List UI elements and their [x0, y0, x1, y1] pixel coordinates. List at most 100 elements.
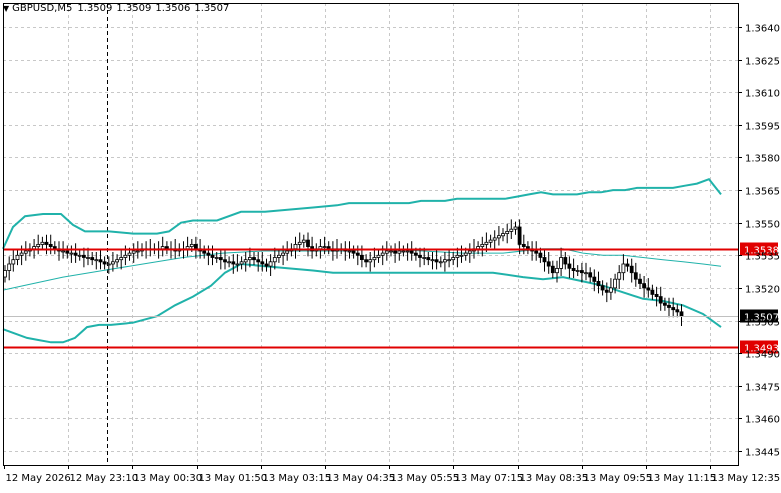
candle [247, 247, 252, 268]
candle [148, 239, 153, 257]
candle-body [617, 272, 622, 280]
candle-body [588, 272, 593, 278]
candle-body [318, 246, 323, 250]
candle-body [393, 250, 398, 254]
candle [613, 273, 617, 294]
candle [426, 252, 431, 266]
candle-body [347, 250, 352, 253]
level-price-label: 1.3538 [744, 246, 779, 257]
candle [44, 234, 49, 255]
y-tick-label: 1.3565 [745, 187, 780, 198]
candle-body [384, 250, 389, 254]
candle-body [401, 250, 406, 253]
candle [633, 262, 638, 287]
candle [218, 249, 223, 270]
candle-body [77, 254, 82, 257]
candle-body [484, 241, 489, 245]
candle [447, 249, 452, 268]
candle [521, 234, 526, 255]
candle-body [90, 257, 95, 261]
candle [434, 249, 439, 270]
candle-body [430, 259, 435, 262]
candle [210, 245, 215, 266]
candle [223, 249, 227, 270]
candle-body [164, 246, 169, 250]
candle-body [372, 257, 377, 261]
candle-body [633, 272, 638, 280]
candle [546, 252, 551, 274]
candle-body [102, 261, 107, 265]
candle [575, 265, 580, 276]
candle-body [625, 263, 630, 267]
candle-body [380, 252, 385, 256]
candle-body [534, 250, 539, 254]
candle-body [301, 239, 306, 243]
candle [588, 267, 593, 283]
candle-body [160, 246, 165, 250]
candle [227, 256, 232, 268]
y-tick-label: 1.3640 [745, 24, 780, 35]
candle-body [663, 302, 667, 306]
candle-body [206, 252, 211, 256]
candle-body [426, 257, 431, 261]
candle [517, 219, 522, 255]
candle-body [675, 309, 680, 313]
candle [326, 241, 331, 255]
x-tick-label: 13 May 07:15 [455, 473, 524, 484]
candle-body [285, 250, 290, 254]
candle-body [231, 261, 236, 265]
candle-body [629, 265, 634, 274]
candle [160, 236, 165, 257]
candle-body [65, 250, 70, 254]
candle-body [98, 259, 103, 263]
candle [94, 252, 99, 270]
candle-body [227, 261, 232, 264]
candle-body [247, 257, 252, 261]
symbol-info-bar: ▼ GBPUSD,M5 1.3509 1.3509 1.3506 1.3507 [3, 3, 233, 14]
candle [343, 241, 348, 261]
candle-body [513, 226, 518, 230]
candle [389, 245, 393, 257]
candle-body [621, 263, 626, 274]
candle [580, 262, 584, 283]
candle [530, 241, 534, 261]
candle-body [210, 254, 215, 258]
candle [264, 258, 269, 272]
bollinger-middle [2, 248, 722, 291]
candle-body [48, 243, 53, 247]
candle [119, 249, 124, 270]
symbol-label: GBPUSD,M5 [12, 3, 73, 14]
candle [480, 236, 485, 257]
level-price-label: 1.3493 [744, 344, 779, 355]
candle [650, 284, 655, 300]
candle-body [256, 259, 261, 263]
candle [214, 252, 219, 263]
level-price-tag [740, 242, 778, 256]
x-tick-label: 13 May 00:30 [134, 473, 203, 484]
candle [584, 262, 588, 281]
ohlc-low: 1.3506 [155, 3, 191, 14]
candle [98, 249, 103, 270]
y-tick-label: 1.3505 [745, 318, 780, 329]
candle [625, 258, 630, 272]
candle [438, 256, 443, 268]
bollinger-lower [2, 262, 722, 344]
candle [15, 249, 20, 266]
current-price-label: 1.3507 [744, 313, 779, 324]
y-tick-label: 1.3610 [745, 89, 780, 100]
candle-body [252, 257, 256, 261]
candle-body [418, 254, 422, 258]
candle-body [538, 252, 543, 258]
candle [131, 243, 136, 263]
candle [455, 247, 460, 268]
candle-body [646, 287, 651, 291]
candle [663, 297, 667, 311]
candle [397, 241, 402, 261]
candle [90, 252, 95, 266]
y-tick-label: 1.3580 [745, 154, 780, 165]
candle [571, 258, 576, 279]
triangle-down-icon[interactable]: ▼ [3, 3, 10, 13]
x-tick-label: 13 May 12:35 [712, 473, 781, 484]
